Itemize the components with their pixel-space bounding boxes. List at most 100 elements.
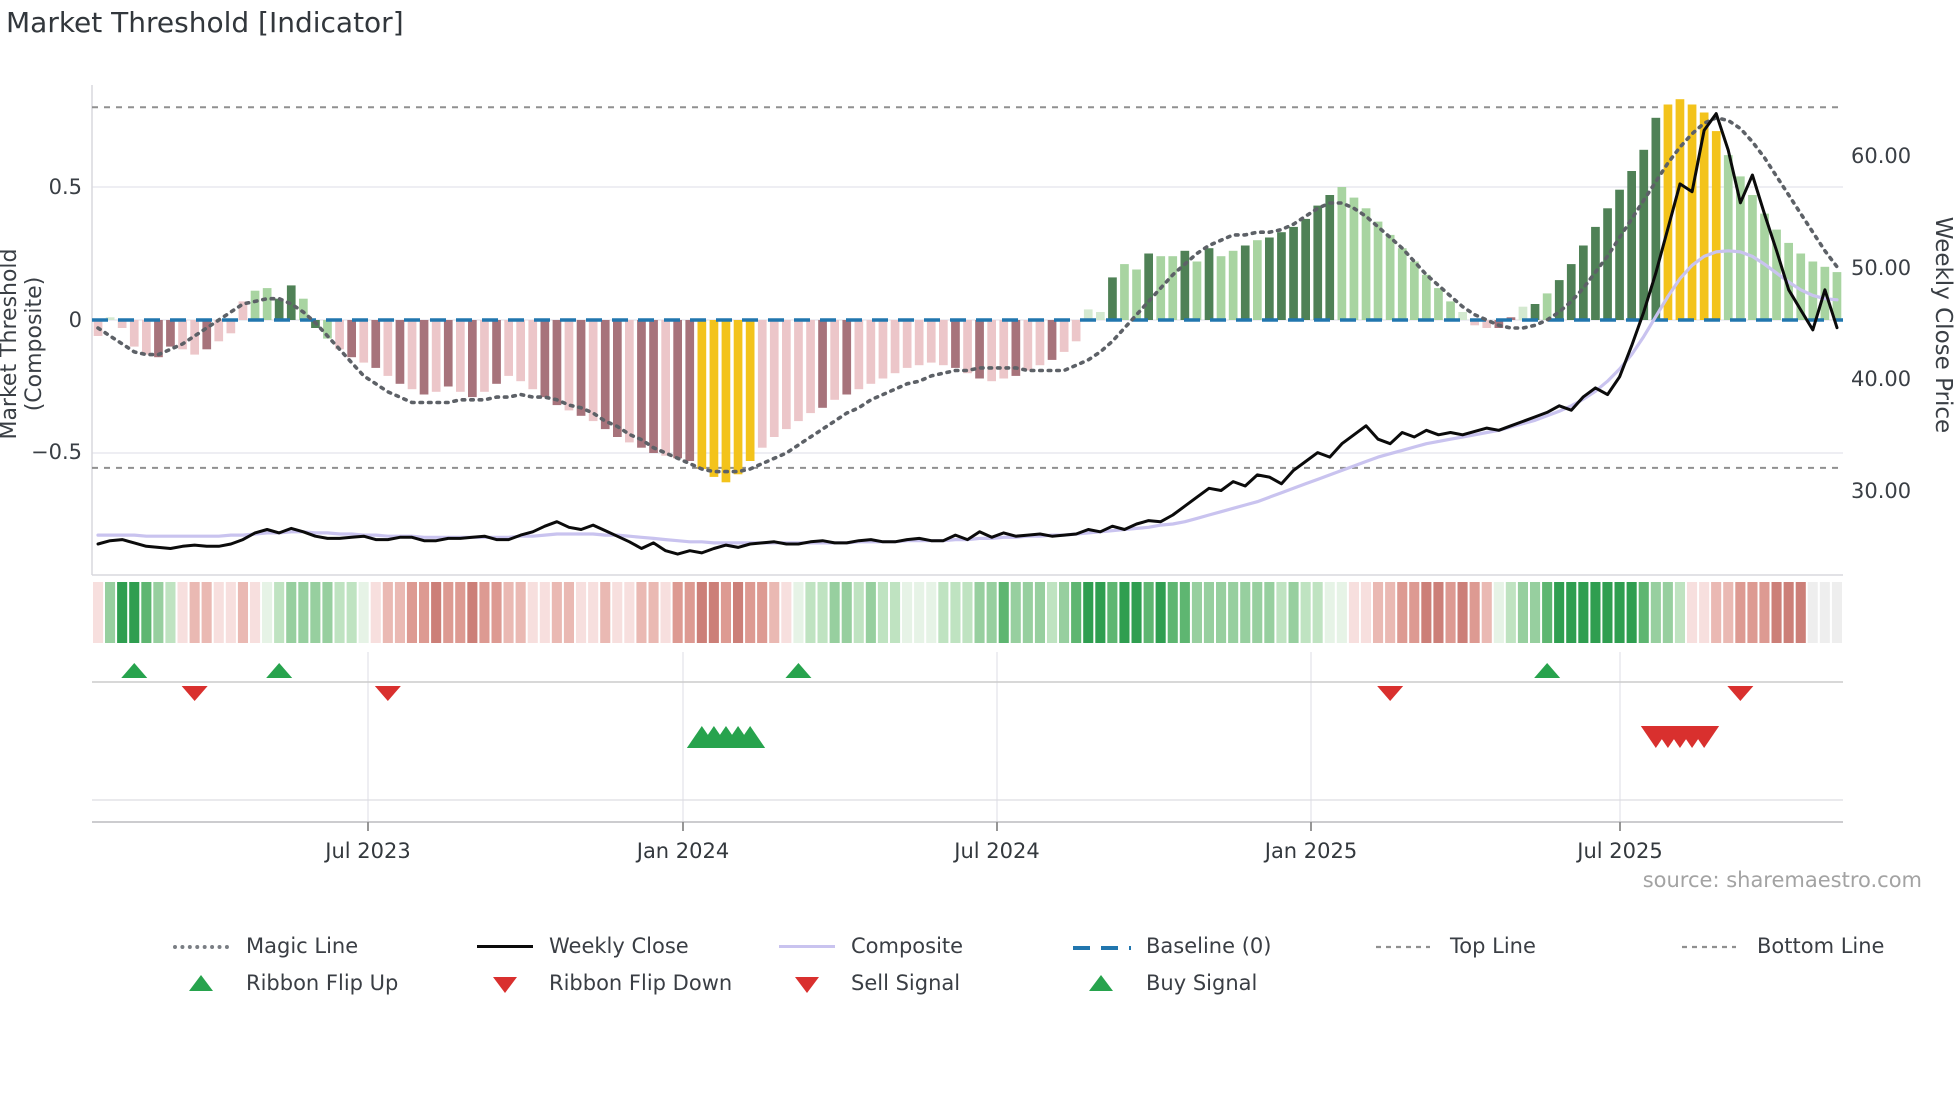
ribbon-flip-down-marker [1377,686,1404,701]
composite-bar [250,290,260,320]
ribbon-cell [1638,582,1649,643]
ribbon-cell [1687,582,1698,643]
ribbon-cell [1010,582,1021,643]
composite-bar [806,320,815,414]
ribbon-cell [986,582,997,643]
ribbon-cell [612,582,623,643]
chart-title: Market Threshold [Indicator] [6,6,404,39]
ribbon-cell [865,582,876,643]
composite-bar [1458,312,1467,320]
legend-label: Baseline (0) [1146,934,1272,958]
ribbon-cell [382,582,393,643]
legend-label: Buy Signal [1146,971,1258,995]
composite-bar [274,298,284,320]
ribbon-cell [1179,582,1190,643]
composite-bar [226,320,236,334]
ribbon-cell [588,582,599,643]
composite-bar [1337,187,1347,320]
ribbon-cell [950,582,961,643]
ribbon-flip-down-marker [181,686,208,701]
ribbon-cell [926,582,937,643]
ribbon-cell [93,582,104,643]
composite-bar [1530,304,1540,320]
composite-bar [1216,256,1226,320]
legend-label: Ribbon Flip Up [246,971,399,995]
composite-bar [335,320,344,350]
ribbon-cell [1421,582,1432,643]
ribbon-cell [1288,582,1299,643]
ribbon-cell [406,582,417,643]
ribbon-cell [1228,582,1239,643]
composite-bar [842,320,852,395]
ribbon-cell [1795,582,1806,643]
ribbon-cell [117,582,128,643]
composite-bar [685,320,695,461]
ribbon-cell [1783,582,1794,643]
composite-bar [371,320,381,368]
composite-bar [649,320,658,453]
ribbon-cell [467,582,478,643]
ribbon-cell [793,582,804,643]
ribbon-cell [853,582,864,643]
composite-bar [528,320,538,390]
y-axis-right-title: Weekly Close Price [1930,216,1956,434]
y-tick-right-60: 60.00 [1851,144,1912,168]
legend-label: Magic Line [246,934,359,958]
composite-bar [1760,213,1769,320]
ribbon-cell [660,582,671,643]
composite-bar [951,320,960,368]
ribbon-cell [503,582,514,643]
ribbon-cell [286,582,297,643]
composite-bar [1675,99,1685,320]
composite-bar [975,320,984,379]
magic-line-swatch-icon [173,945,229,949]
composite-bar [1035,320,1045,366]
composite-bar [323,320,332,339]
ribbon-cell [1530,582,1541,643]
composite-bar [709,320,719,477]
ribbon-cell [1300,582,1311,643]
ribbon-cell [757,582,768,643]
ribbon-cell [1409,582,1420,643]
ribbon-cell [491,582,502,643]
composite-bar [154,320,163,358]
composite-bar [1808,261,1818,320]
composite-bar [1410,261,1419,320]
ribbon-cell [1674,582,1685,643]
ribbon-cell [1276,582,1287,643]
composite-bar [443,320,453,387]
composite-bar [1289,226,1298,320]
ribbon-flip-up-marker [1534,663,1561,678]
ribbon-cell [527,582,538,643]
sell-signal-swatch-icon [795,977,819,993]
ribbon-cell [1650,582,1661,643]
ribbon-cell [539,582,550,643]
x-tick-jul-2023: Jul 2023 [325,839,411,863]
composite-bar [1482,320,1492,328]
ribbon-cell [1614,582,1625,643]
ribbon-cell [201,582,212,643]
composite-bar [588,320,598,422]
ribbon-cell [1131,582,1142,643]
ribbon-flip-down-swatch-icon [493,977,517,993]
composite-bar [552,320,562,406]
ribbon-cell [1191,582,1202,643]
composite-bar [1011,320,1021,376]
composite-bar [1736,176,1745,320]
composite-bar [564,320,574,411]
ribbon-cell [974,582,985,643]
ribbon-flip-down-marker [1727,686,1754,701]
composite-bar [902,320,912,368]
y-tick-right-30: 30.00 [1851,479,1912,503]
ribbon-cell [745,582,756,643]
composite-bar [178,320,187,350]
ribbon-cell [696,582,707,643]
y-tick-left-0: 0 [68,308,82,332]
composite-bar [1047,320,1057,360]
composite-bar [1615,189,1624,320]
composite-bar [468,320,477,398]
composite-bar [782,320,791,430]
ribbon-cell [1433,582,1444,643]
magic-line [96,116,1839,474]
